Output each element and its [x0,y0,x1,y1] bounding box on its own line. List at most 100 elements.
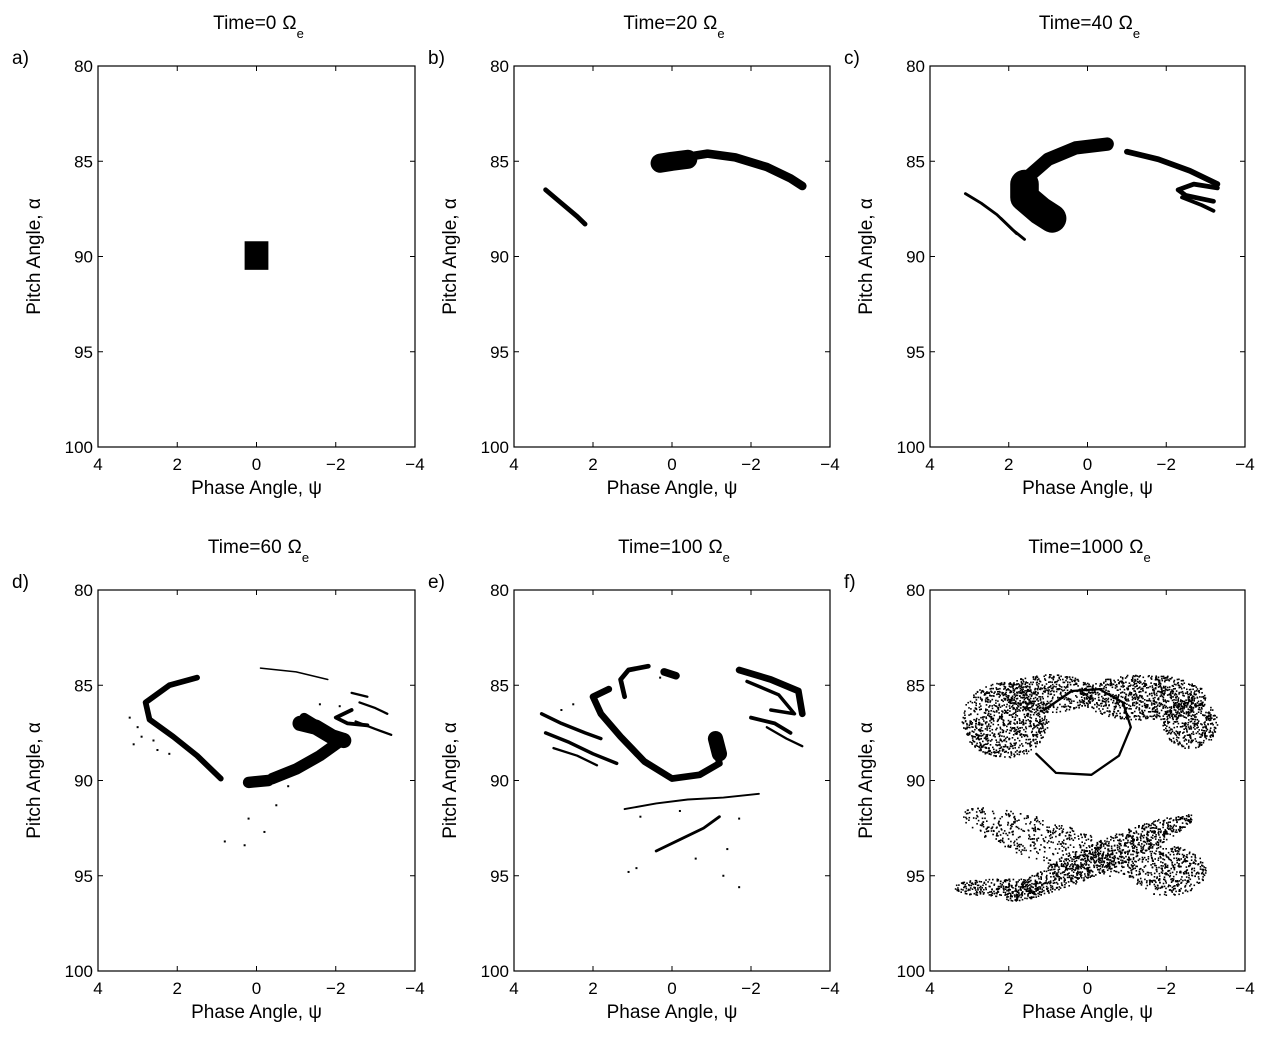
data-point [1175,711,1177,713]
data-point [996,720,999,723]
data-point [1015,701,1017,703]
data-point [1008,814,1010,816]
data-point [1137,697,1140,699]
y-tick-label: 85 [74,152,93,171]
data-point [1164,679,1166,682]
data-point [1115,701,1118,704]
data-point [990,882,993,884]
data-point [1060,675,1062,678]
data-point [1013,689,1016,691]
data-point [1185,871,1188,874]
data-point [1078,857,1080,860]
data-point [1091,697,1094,699]
data-point [1196,712,1198,715]
data-point [1025,707,1027,710]
data-point [1200,872,1203,875]
data-point [1168,818,1171,820]
data-point [1167,675,1169,678]
data-point [1030,689,1032,691]
data-point [1183,695,1185,697]
data-curve [299,712,325,732]
data-point [1126,687,1128,689]
data-point [1049,830,1051,832]
data-point [1037,687,1040,689]
data-point [1088,866,1091,869]
data-point [1140,696,1143,699]
data-point [1213,718,1215,721]
data-point [1159,682,1162,685]
data-point [1140,833,1142,835]
data-point [1142,836,1145,839]
data-point [1167,885,1170,888]
data-point [1171,690,1173,693]
data-point [1197,746,1200,748]
data-point [1105,856,1107,858]
title-unit: Ω [282,13,296,34]
data-point [1015,710,1017,712]
data-point [1116,857,1119,860]
data-point [1149,881,1151,884]
data-point [1188,696,1190,698]
data-point [1022,709,1024,712]
data-point [1170,697,1172,700]
data-point [1073,863,1076,865]
data-point [984,728,987,730]
data-point [1158,702,1161,704]
data-point [1037,837,1040,839]
data-point [1167,722,1169,725]
data-point [1102,845,1105,847]
data-point [1018,739,1021,742]
data-point [1058,879,1060,881]
data-point [1014,744,1016,747]
data-point [1046,689,1048,692]
data-point [1151,831,1153,834]
x-tick-label: 0 [667,979,676,998]
data-point [1055,683,1058,686]
data-point [1005,693,1007,696]
data-point [1036,873,1039,875]
data-point [1164,688,1167,690]
data-point [1050,881,1052,884]
data-point [1173,709,1176,711]
data-point [987,725,990,727]
data-point [1168,869,1171,872]
data-point [1044,678,1046,680]
data-point [1069,826,1071,829]
data-point [1172,828,1175,831]
data-point [963,886,965,889]
data-point [1068,834,1071,836]
data-point [1209,736,1212,738]
data-point [1184,860,1187,863]
data-point [975,722,977,725]
data-point [1034,828,1036,830]
data-point [1057,696,1059,699]
data-point [1204,732,1206,735]
data-curve [650,149,698,173]
data-point [998,696,1001,698]
data-point [965,704,967,706]
data-point [1050,700,1053,702]
data-point [1022,829,1024,832]
data-point [1152,715,1155,717]
data-point [1186,704,1189,706]
data-point [1056,827,1058,829]
data-point [1209,719,1212,721]
data-point [1069,706,1071,708]
data-point [1043,719,1045,721]
data-point [1044,836,1047,839]
data-point [1004,698,1007,700]
data-point [1205,719,1208,721]
data-point [1172,885,1175,888]
data-point [1091,844,1094,846]
data-point [1175,818,1177,820]
data-point [1153,876,1156,878]
data-point [1177,816,1180,818]
data-point [1124,697,1126,700]
data-point [1177,698,1179,701]
data-point [1209,712,1211,714]
data-point [1063,862,1066,864]
data-point [1162,834,1164,836]
data-point [1033,708,1036,711]
data-point [1058,840,1060,843]
data-curve [539,712,603,741]
